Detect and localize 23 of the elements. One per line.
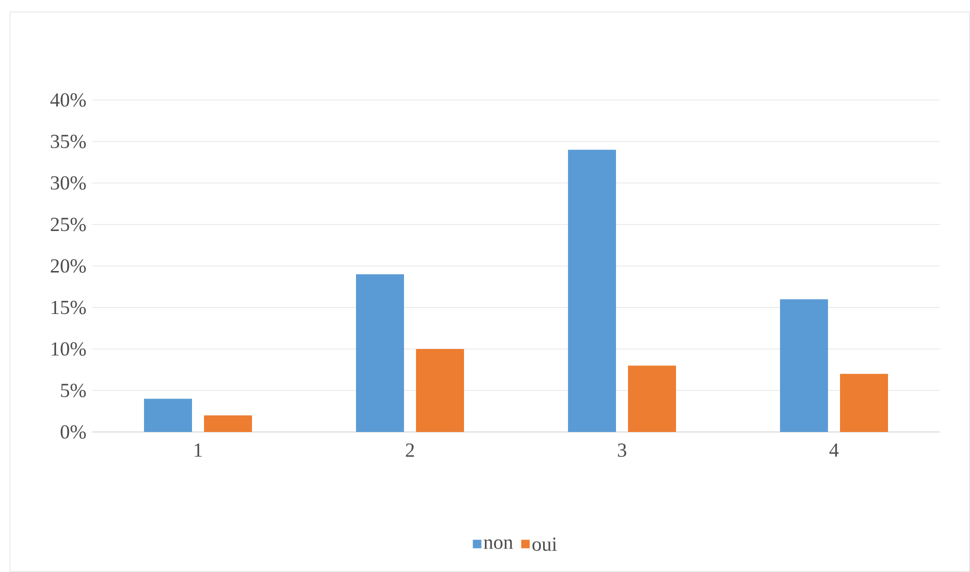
y-tick-label: 15% xyxy=(52,300,86,314)
y-tick-label: 5% xyxy=(61,384,86,398)
bar xyxy=(204,415,252,432)
legend-label: non xyxy=(484,539,513,549)
bar xyxy=(144,398,192,432)
y-tick-label: 10% xyxy=(52,342,86,356)
bar xyxy=(356,274,404,432)
x-tick-label: 1 xyxy=(194,444,202,457)
x-tick-label: 4 xyxy=(829,444,839,457)
y-tick-label: 40% xyxy=(50,93,86,107)
bar xyxy=(780,299,828,432)
legend-label: oui xyxy=(532,538,557,551)
y-tick-label: 25% xyxy=(50,218,86,232)
y-tick-label: 30% xyxy=(50,176,86,190)
y-tick-label: 35% xyxy=(50,134,86,148)
x-tick-label: 2 xyxy=(406,444,414,457)
bar xyxy=(628,366,676,432)
y-tick-label: 20% xyxy=(50,259,86,273)
bar xyxy=(416,348,464,432)
x-tick-label: 3 xyxy=(618,444,626,457)
y-tick-label: 0% xyxy=(60,425,86,439)
bar xyxy=(568,150,616,432)
bar xyxy=(840,374,888,432)
